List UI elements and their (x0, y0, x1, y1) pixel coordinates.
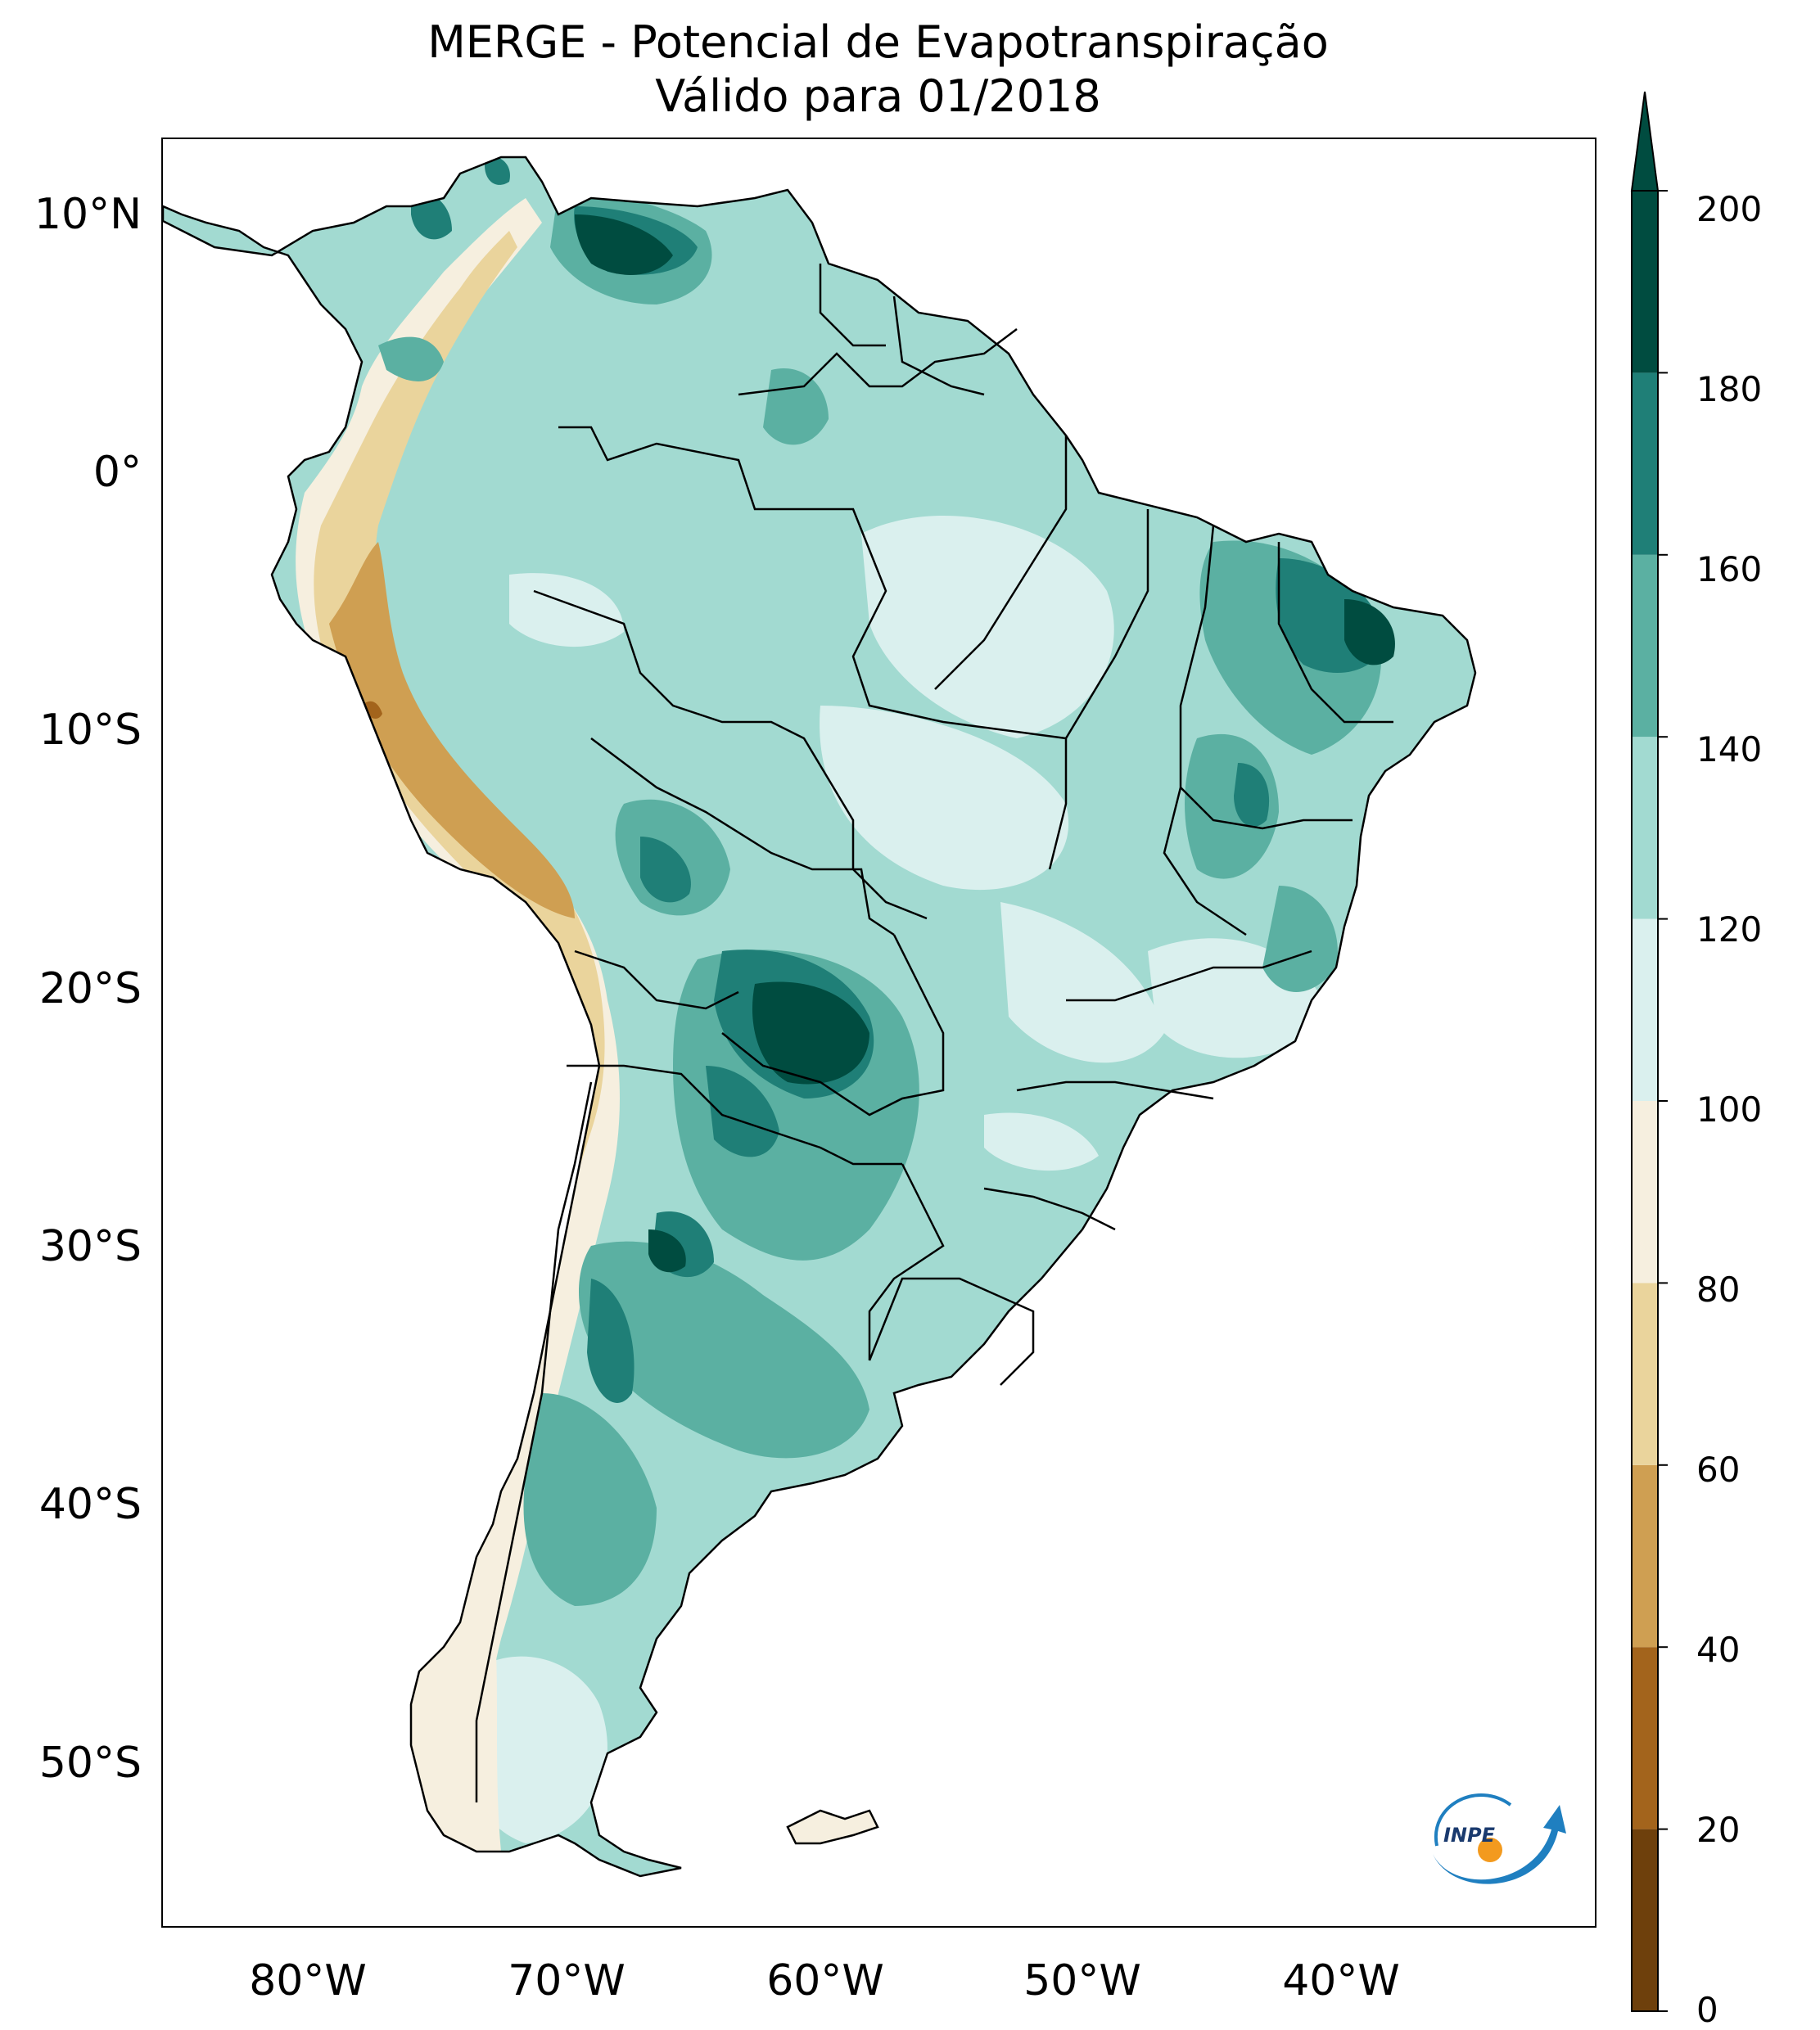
colorbar-bins (1631, 190, 1659, 2012)
colorbar-tick-label: 100 (1696, 1089, 1763, 1130)
colorbar-bin (1632, 1464, 1658, 1648)
colorbar-tick-label: 80 (1696, 1270, 1741, 1310)
colorbar-tick-label: 0 (1696, 1990, 1718, 2030)
colorbar-tick-label: 180 (1696, 369, 1763, 409)
lon-label-50w: 50°W (1023, 1956, 1141, 2005)
lat-label-50s: 50°S (38, 1739, 142, 1788)
colorbar-ticks (1658, 190, 1668, 2012)
colorbar-bin (1632, 1647, 1658, 1829)
colorbar-tick-label: 20 (1696, 1810, 1741, 1850)
inpe-logo: INPE (1433, 1793, 1566, 1884)
colorbar-bin (1632, 918, 1658, 1101)
lon-label-70w: 70°W (508, 1956, 625, 2005)
colorbar-bin (1632, 554, 1658, 738)
colorbar-tick-label: 160 (1696, 549, 1763, 589)
lat-label-40s: 40°S (38, 1480, 142, 1529)
logo-arrow (1433, 1805, 1566, 1884)
colorbar-tick-label: 120 (1696, 909, 1763, 950)
colorbar-bin (1632, 1829, 1658, 2011)
lat-label-10n: 10°N (34, 190, 142, 239)
lat-label-20s: 20°S (38, 964, 142, 1013)
colorbar-extend-arrow (1630, 91, 1660, 192)
map-panel (161, 138, 1596, 1928)
colorbar-bin (1632, 372, 1658, 555)
colorbar-tick-label: 40 (1696, 1630, 1741, 1670)
colorbar-bin (1632, 191, 1658, 373)
lon-label-40w: 40°W (1282, 1956, 1400, 2005)
colorbar (1630, 91, 1668, 2012)
colorbar-tick-label: 60 (1696, 1450, 1741, 1490)
map-title: MERGE - Potencial de Evapotranspiração (427, 16, 1329, 68)
colorbar-tick-label: 140 (1696, 729, 1763, 769)
logo-text: INPE (1443, 1824, 1496, 1847)
logo-sun (1478, 1838, 1502, 1862)
country-borders (475, 264, 1393, 1802)
colorbar-tick-label: 200 (1696, 189, 1763, 229)
lon-label-60w: 60°W (766, 1956, 884, 2005)
colorbar-bin (1632, 1101, 1658, 1283)
colorbar-bin (1632, 737, 1658, 919)
lat-label-10s: 10°S (38, 706, 142, 755)
lat-label-30s: 30°S (38, 1222, 142, 1271)
south-america-map (163, 156, 1477, 1878)
falkland-islands (786, 1809, 879, 1845)
logo-orbit (1434, 1793, 1512, 1847)
lat-label-0: 0° (93, 448, 142, 497)
lon-label-80w: 80°W (249, 1956, 367, 2005)
map-subtitle: Válido para 01/2018 (655, 70, 1101, 122)
colorbar-bin (1632, 1283, 1658, 1465)
